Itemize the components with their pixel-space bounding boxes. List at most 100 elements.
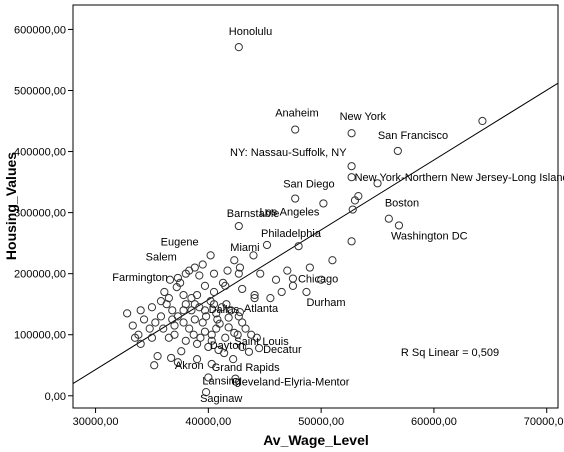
data-point [151,318,160,327]
data-point [347,162,356,171]
data-point [192,355,202,364]
data-point [277,287,286,297]
data-point [250,290,259,300]
data-point [212,324,221,333]
data-point [231,374,240,383]
point-label: Eugene [161,236,199,248]
data-point [130,333,140,342]
fit-line [72,82,559,385]
data-point [328,256,337,265]
data-point [136,339,145,348]
point-label: Dallas [209,304,240,316]
data-point [262,240,272,250]
data-point [173,273,182,283]
data-point [302,287,311,297]
data-point [347,173,356,182]
data-point [192,339,202,348]
data-point [234,269,243,278]
data-point [234,312,243,321]
data-point [478,116,487,126]
data-point [354,192,363,201]
data-point [168,306,177,315]
data-point [179,318,188,327]
data-point [238,318,247,327]
data-point [266,293,275,303]
data-point [177,347,186,356]
point-label: Barnstable [227,208,280,220]
point-label: Anaheim [275,108,318,120]
point-label: Philadelphia [261,228,322,240]
data-point [222,300,231,309]
data-point [348,205,357,214]
data-point [198,260,207,269]
data-point [156,297,166,306]
data-point [244,347,254,356]
x-tick-label: 70000,00 [524,416,564,428]
data-point [136,306,145,315]
data-point [170,321,179,330]
point-label: Los Angeles [259,206,319,218]
y-tick-label: 200000,00 [14,269,66,281]
data-point [164,333,173,342]
data-point [200,281,210,290]
data-point [173,358,182,367]
data-point [271,275,281,284]
x-axis-title: Av_Wage_Level [263,432,369,448]
point-label: Washington DC [391,230,468,242]
data-point [283,266,292,275]
data-point [189,330,198,339]
data-point [179,290,188,300]
y-tick-label: 600000,00 [14,24,66,36]
data-point [393,146,402,156]
data-point [317,275,326,284]
data-point [256,269,265,278]
data-point [147,303,157,312]
point-label: New York-Northern New Jersey-Long Island [355,172,564,184]
data-point [234,43,243,52]
data-point [214,345,223,355]
y-axis-title: Housing_Values [3,152,19,260]
data-point [198,318,207,327]
data-point [200,327,210,336]
data-point [229,355,238,364]
data-point [218,278,228,287]
data-point [291,125,300,134]
data-point [150,361,159,370]
data-point [160,287,169,297]
data-point [238,342,247,352]
y-tick-label: 400000,00 [14,147,66,159]
point-label: San Diego [283,179,334,191]
data-point [204,373,213,382]
x-tick-label: 40000,00 [185,416,231,428]
data-point [235,308,245,317]
data-point [235,263,245,272]
data-point [207,330,216,339]
point-label: Atlanta [244,303,279,315]
data-point [196,333,205,342]
point-label: Grand Rapids [212,362,280,374]
data-point [192,290,202,300]
data-point [145,324,154,333]
y-tick-label: 100000,00 [14,330,66,342]
data-point [238,284,247,294]
point-label: Miami [230,242,259,254]
point-label: Farmington [112,272,168,284]
data-point [156,312,166,321]
data-point [181,336,190,345]
data-point [206,297,215,306]
data-point [294,242,303,251]
data-point [347,129,356,138]
y-axis-ticks: 0,00 100000,00 200000,00 300000,00 400000,00… [14,24,73,403]
data-point [190,315,199,324]
data-point [123,309,132,318]
data-point [201,312,211,321]
x-tick-label: 50000,00 [298,416,344,428]
data-point [200,306,210,315]
data-point [373,179,382,188]
point-label: New York [340,111,387,123]
data-point [153,351,162,361]
point-label: San Francisco [378,130,448,142]
data-point [139,315,149,324]
data-point [288,274,298,283]
